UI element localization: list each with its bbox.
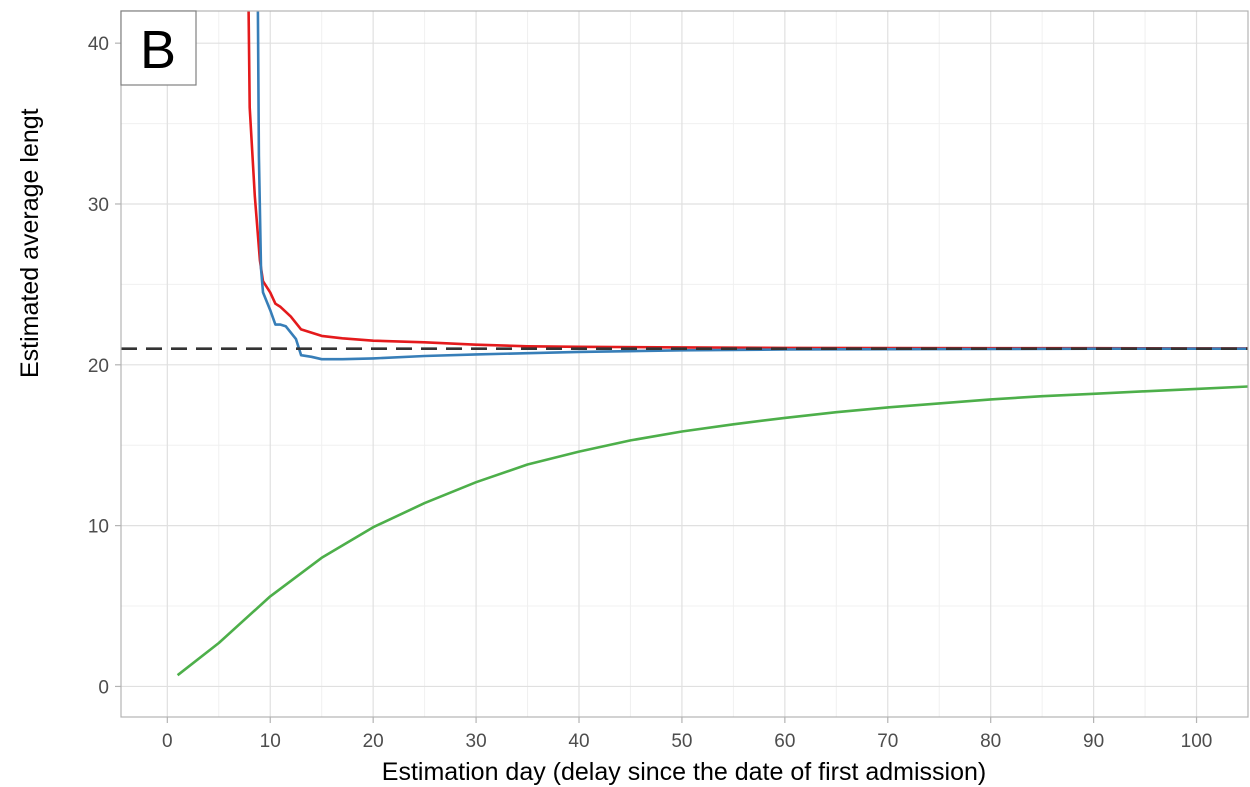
plot-panel-background	[121, 11, 1248, 717]
y-tick-label: 20	[88, 356, 109, 377]
panel-label-box: B	[120, 10, 197, 86]
grid-major	[121, 11, 1248, 717]
y-tick-label: 10	[88, 517, 109, 538]
x-tick-label: 60	[774, 731, 795, 752]
series-line-3	[176, 385, 1248, 677]
grid-minor	[121, 11, 1248, 717]
y-tick-label: 40	[88, 34, 109, 55]
y-axis-ticks: 0 10 20 30 40	[88, 34, 121, 698]
x-tick-label: 100	[1181, 731, 1213, 752]
x-tick-label: 80	[980, 731, 1001, 752]
x-tick-label: 10	[260, 731, 281, 752]
x-tick-label: 0	[162, 731, 173, 752]
x-tick-label: 30	[466, 731, 487, 752]
x-axis-title: Estimation day (delay since the date of …	[382, 758, 986, 786]
panel-label: B	[140, 20, 176, 80]
x-tick-label: 50	[671, 731, 692, 752]
y-tick-label: 0	[98, 677, 109, 698]
x-axis-ticks: 0 10 20 30 40 50 60 70 80 90 100	[162, 717, 1212, 752]
plot-panel-border	[120, 10, 1249, 718]
series-line-2	[256, 11, 1248, 361]
x-tick-label: 70	[877, 731, 898, 752]
x-tick-label: 40	[568, 731, 589, 752]
y-tick-label: 30	[88, 195, 109, 216]
x-tick-label: 20	[363, 731, 384, 752]
x-tick-label: 90	[1083, 731, 1104, 752]
series-layer	[121, 11, 1248, 677]
y-axis-title: Estimated average lengt	[16, 108, 44, 378]
